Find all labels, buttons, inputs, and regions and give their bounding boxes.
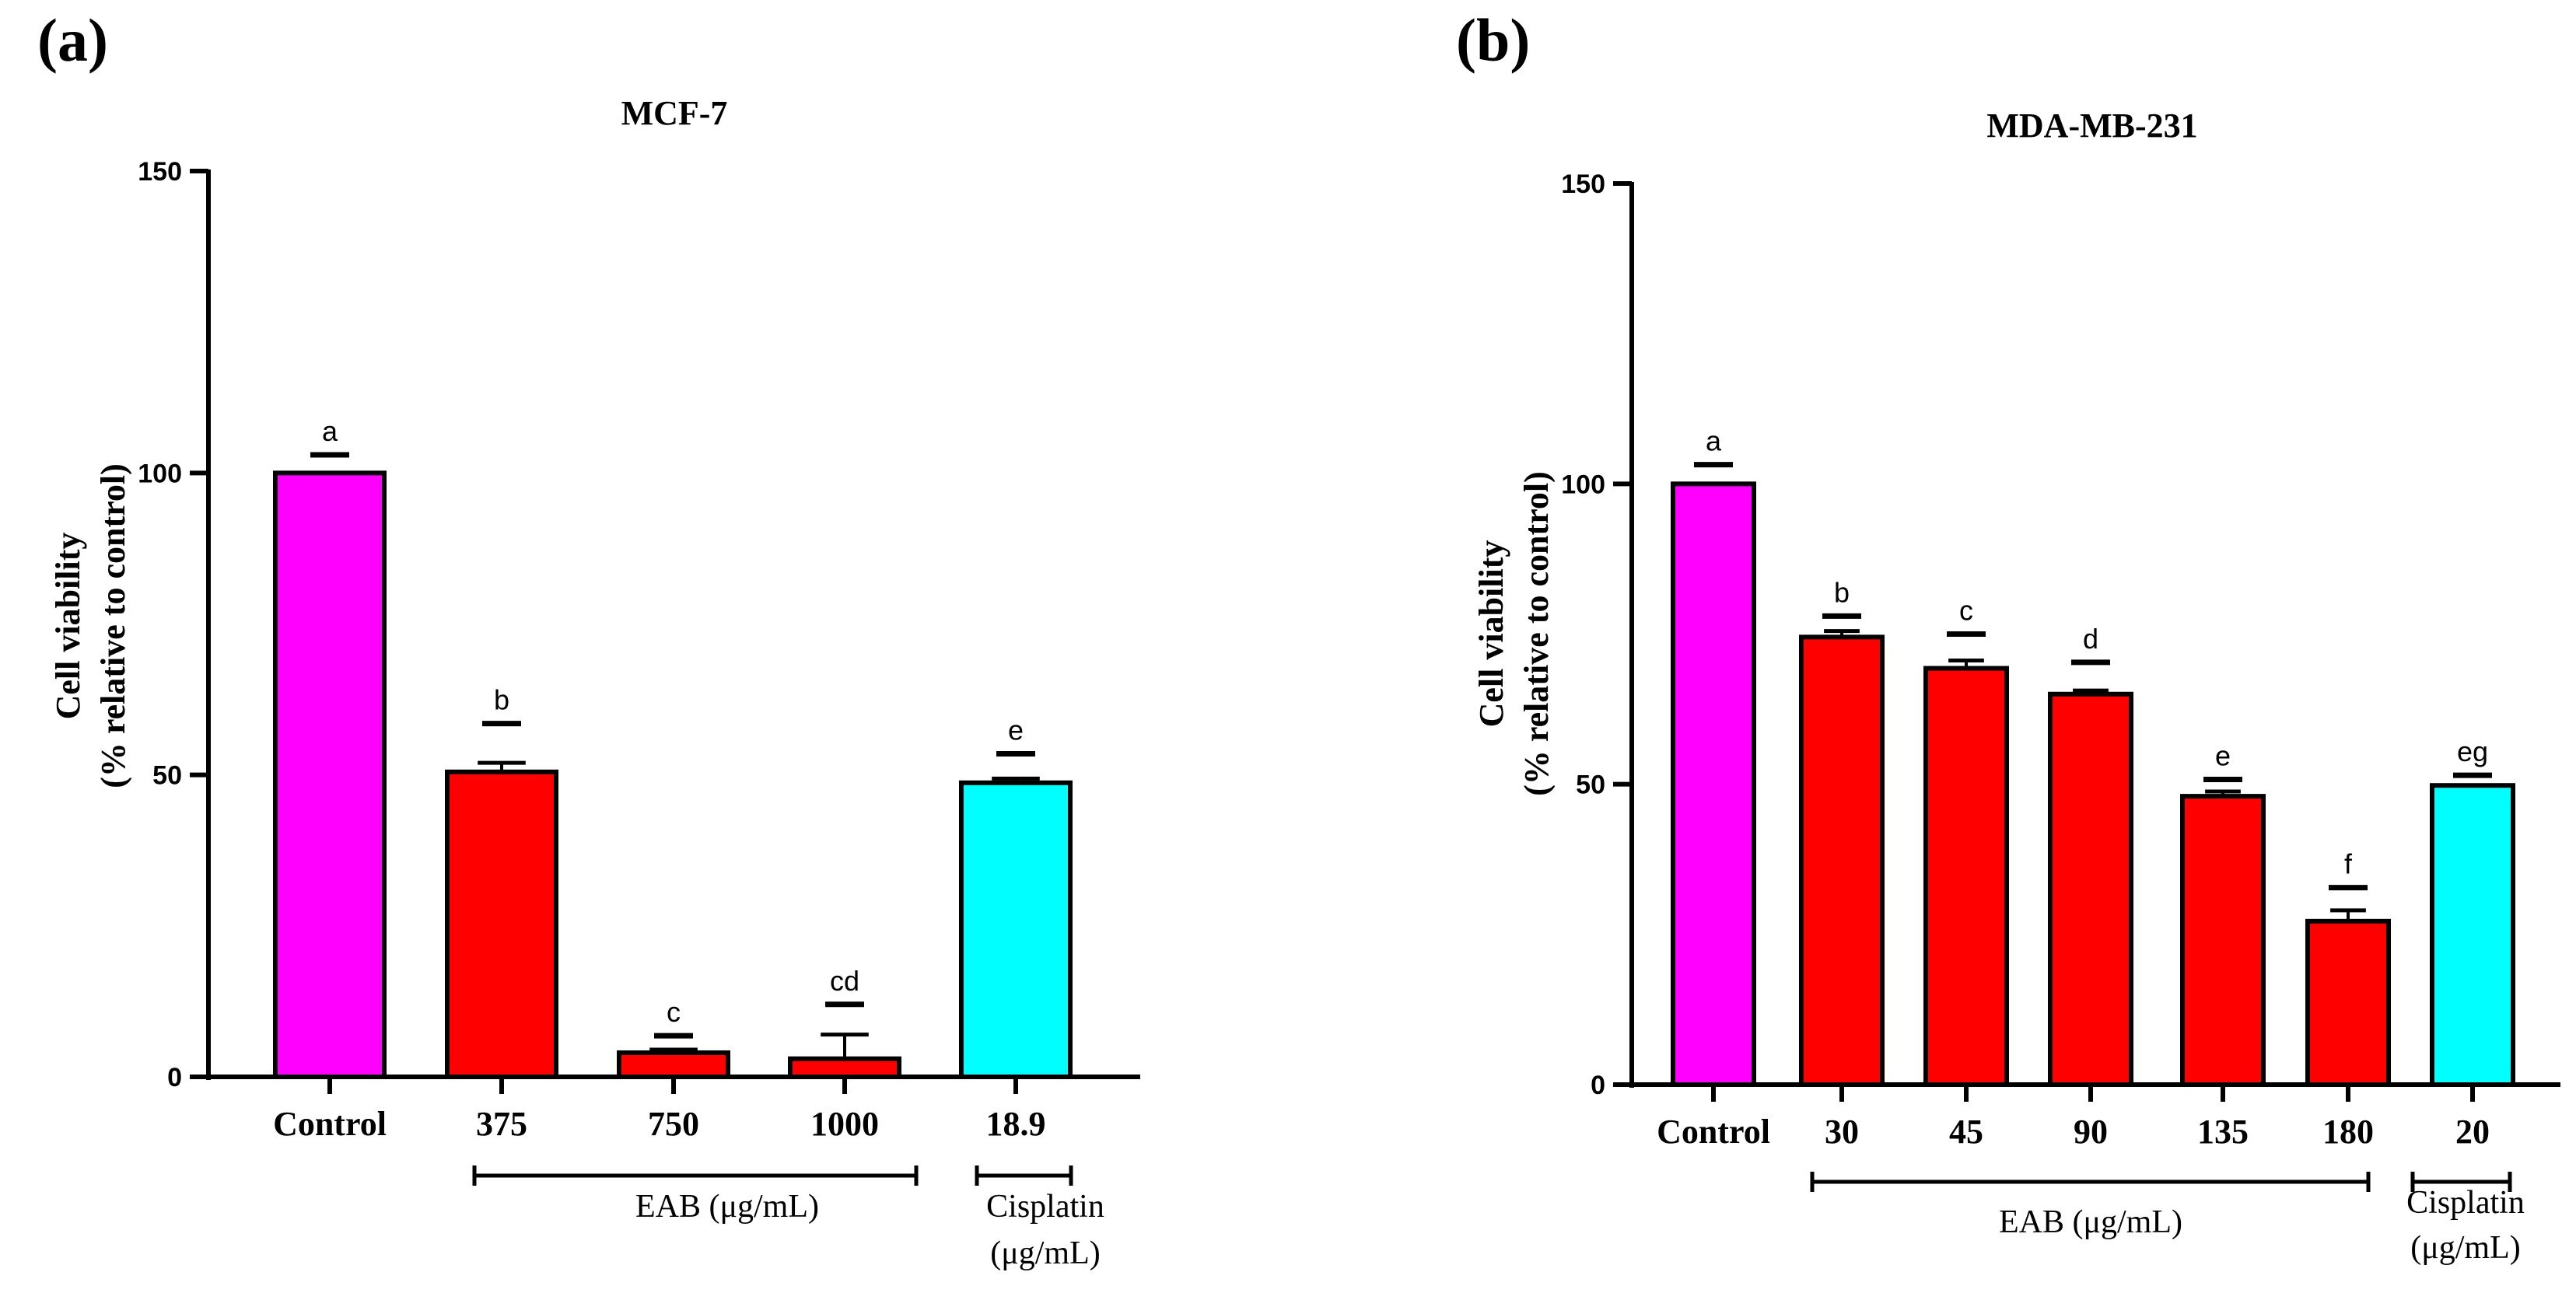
significance-letter: d (2083, 623, 2098, 655)
category-label: 375 (476, 1105, 527, 1143)
significance-letter: eg (2457, 736, 2488, 767)
group-label: EAB (μg/mL) (635, 1189, 819, 1225)
panel-label: (b) (1456, 6, 1530, 74)
y-tick-label: 50 (152, 761, 182, 791)
y-tick-label: 100 (138, 459, 182, 488)
group-label: (μg/mL) (990, 1235, 1100, 1271)
category-label: 18.9 (986, 1105, 1046, 1143)
bar (2430, 783, 2515, 1087)
category-label: 30 (1825, 1113, 1859, 1151)
significance-letter: a (322, 415, 338, 447)
y-tick-label: 0 (167, 1063, 182, 1092)
category-label: 135 (2197, 1113, 2249, 1151)
chart-panel-b: (b) MDA-MB-231 Cell viability (% relative t… (1456, 6, 2560, 1266)
category-label: 750 (648, 1105, 699, 1143)
y-tick-label: 150 (1561, 169, 1605, 199)
y-tick-label: 100 (1561, 470, 1605, 499)
bar (445, 769, 558, 1079)
bar (788, 1056, 901, 1079)
chart-title: MCF-7 (621, 94, 728, 132)
bar (2305, 918, 2391, 1088)
bar (1671, 481, 1756, 1087)
group-label: (μg/mL) (2410, 1230, 2520, 1266)
y-axis-label-sub: (% relative to control) (94, 463, 132, 788)
y-tick-label: 0 (1591, 1071, 1605, 1100)
significance-letter: e (1008, 714, 1024, 746)
bar (2048, 691, 2133, 1087)
y-tick-label: 50 (1576, 771, 1605, 800)
category-label: 180 (2322, 1113, 2374, 1151)
significance-letter: f (2344, 848, 2353, 880)
significance-letter: b (494, 684, 509, 716)
significance-letter: a (1706, 425, 1722, 457)
significance-letter: c (667, 996, 681, 1028)
significance-letter: b (1834, 576, 1850, 608)
bar (273, 470, 387, 1079)
chart-title: MDA-MB-231 (1986, 107, 2197, 145)
bar (1923, 666, 2009, 1087)
bar (2180, 794, 2266, 1087)
category-label: 1000 (810, 1105, 879, 1143)
group-label: Cisplatin (2406, 1185, 2525, 1221)
chart-panel-a: (a) MCF-7 Cell viability (% relative to con… (37, 6, 1140, 1271)
y-axis-label-sub: (% relative to control) (1517, 471, 1556, 795)
y-axis-label: Cell viability (49, 533, 87, 720)
group-label: Cisplatin (986, 1189, 1104, 1225)
category-label: 45 (1949, 1113, 1983, 1151)
y-tick-label: 150 (138, 157, 182, 187)
bar (617, 1050, 730, 1080)
category-label: Control (1657, 1113, 1770, 1151)
bar (959, 780, 1073, 1079)
significance-letter: e (2215, 739, 2231, 771)
category-label: 90 (2074, 1113, 2108, 1151)
significance-letter: c (1959, 595, 1973, 627)
y-axis-label: Cell viability (1472, 540, 1510, 728)
bar (1799, 634, 1885, 1087)
group-label: EAB (μg/mL) (1999, 1204, 2182, 1240)
category-label: 20 (2455, 1113, 2490, 1151)
panel-label: (a) (37, 6, 108, 74)
significance-letter: cd (830, 965, 859, 997)
category-label: Control (273, 1105, 387, 1143)
